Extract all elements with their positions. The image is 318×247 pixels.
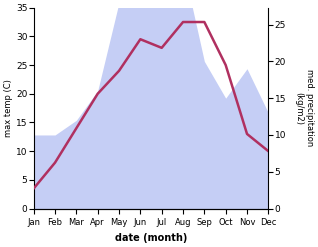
- X-axis label: date (month): date (month): [115, 233, 187, 243]
- Y-axis label: med. precipitation
(kg/m2): med. precipitation (kg/m2): [294, 69, 314, 147]
- Y-axis label: max temp (C): max temp (C): [4, 79, 13, 137]
